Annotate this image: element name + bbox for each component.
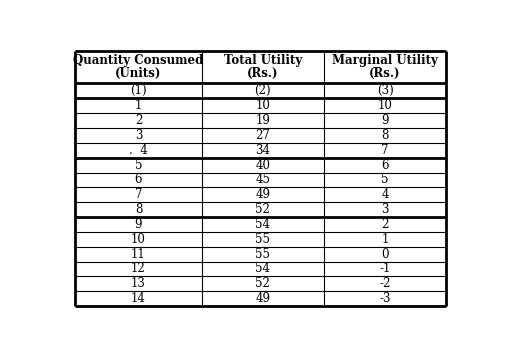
Text: (Rs.): (Rs.): [247, 67, 278, 80]
Text: 54: 54: [255, 262, 270, 275]
Text: 52: 52: [256, 203, 270, 216]
Text: Total Utility: Total Utility: [223, 54, 302, 67]
Text: 52: 52: [256, 277, 270, 290]
Text: 2: 2: [135, 114, 142, 127]
Text: 10: 10: [378, 99, 392, 112]
Text: 8: 8: [135, 203, 142, 216]
Text: 6: 6: [135, 173, 142, 186]
Text: 10: 10: [256, 99, 270, 112]
Text: 14: 14: [131, 292, 146, 305]
Text: 19: 19: [256, 114, 270, 127]
Text: 6: 6: [381, 158, 389, 172]
Text: (Rs.): (Rs.): [370, 67, 401, 80]
Text: 7: 7: [381, 144, 389, 157]
Text: 45: 45: [255, 173, 270, 186]
Text: (3): (3): [377, 84, 393, 97]
Text: 8: 8: [381, 129, 389, 142]
Text: 13: 13: [131, 277, 146, 290]
Text: 9: 9: [381, 114, 389, 127]
Text: 27: 27: [256, 129, 270, 142]
Text: (2): (2): [254, 84, 271, 97]
Text: 12: 12: [131, 262, 146, 275]
Text: 3: 3: [135, 129, 142, 142]
Text: (Units): (Units): [116, 67, 162, 80]
Text: 2: 2: [381, 218, 389, 231]
Text: -1: -1: [379, 262, 391, 275]
Text: 5: 5: [135, 158, 142, 172]
Text: 55: 55: [255, 247, 270, 261]
Text: 3: 3: [381, 203, 389, 216]
Text: 1: 1: [381, 233, 389, 246]
Text: 49: 49: [255, 292, 270, 305]
Text: 40: 40: [255, 158, 270, 172]
Text: 0: 0: [381, 247, 389, 261]
Text: 5: 5: [381, 173, 389, 186]
Text: -2: -2: [379, 277, 391, 290]
Text: (1): (1): [130, 84, 147, 97]
Text: 54: 54: [255, 218, 270, 231]
Text: 4: 4: [381, 188, 389, 201]
Text: 9: 9: [135, 218, 142, 231]
Text: 49: 49: [255, 188, 270, 201]
Text: -3: -3: [379, 292, 391, 305]
Text: 10: 10: [131, 233, 146, 246]
Text: 7: 7: [135, 188, 142, 201]
Text: 34: 34: [255, 144, 270, 157]
Text: 55: 55: [255, 233, 270, 246]
Text: 11: 11: [131, 247, 146, 261]
Text: Quantity Consumed: Quantity Consumed: [73, 54, 204, 67]
Text: 1: 1: [135, 99, 142, 112]
Text: Marginal Utility: Marginal Utility: [332, 54, 438, 67]
Text: .  4: . 4: [129, 144, 148, 157]
